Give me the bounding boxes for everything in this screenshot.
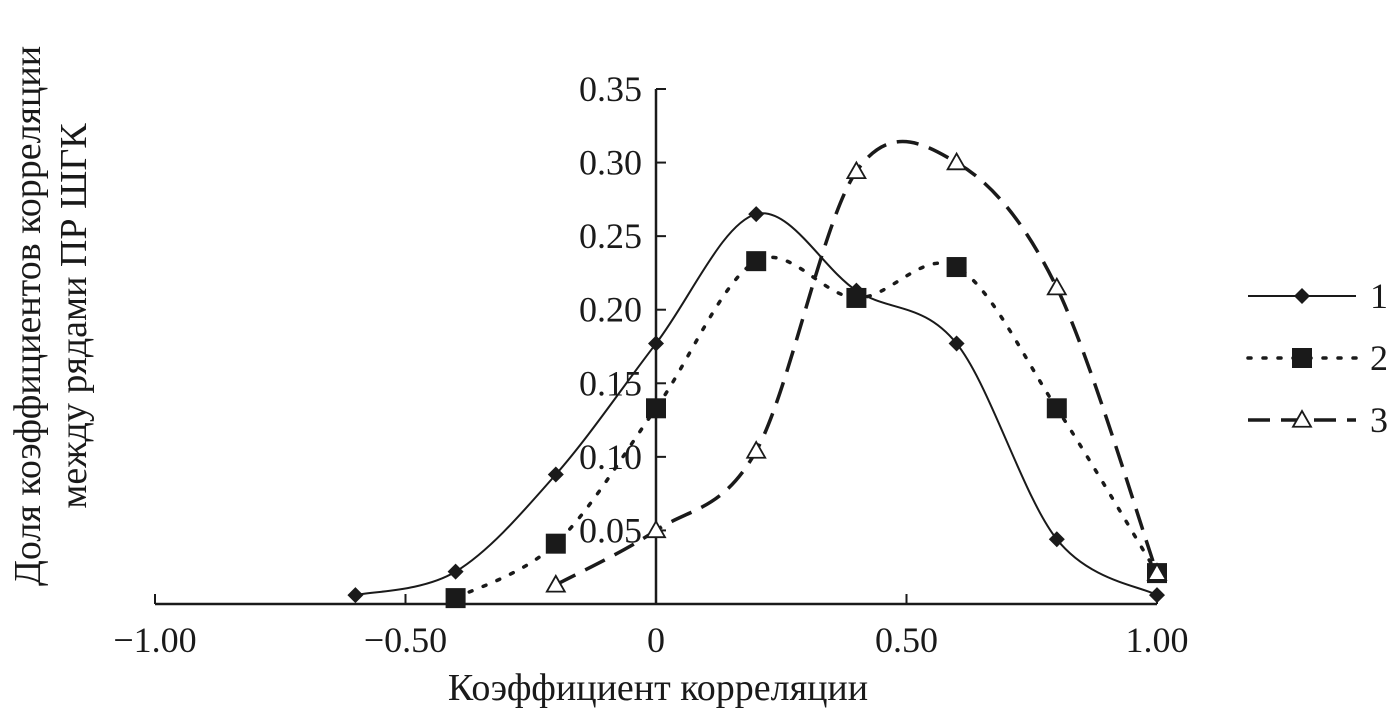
series-2-point xyxy=(445,588,466,609)
legend-marker-1 xyxy=(1294,288,1310,304)
legend-label-2: 2 xyxy=(1370,338,1388,378)
x-ticks: −1.00 −0.50 0 0.50 1.00 xyxy=(113,594,1189,660)
series-1-point xyxy=(648,335,664,352)
series-3-point xyxy=(1046,276,1068,296)
series-2-point xyxy=(545,533,566,554)
y-tick-label: 0.35 xyxy=(579,69,642,109)
x-tick-label: −0.50 xyxy=(364,620,447,660)
y-tick-label: 0.15 xyxy=(579,363,642,403)
series-markers xyxy=(347,151,1168,609)
y-tick-label: 0.25 xyxy=(579,216,642,256)
legend-marker-3 xyxy=(1291,409,1313,428)
series-2-line xyxy=(453,255,1159,600)
x-tick-label: 0.50 xyxy=(875,620,938,660)
y-ticks: 0.050.100.150.200.250.300.35 xyxy=(579,69,666,550)
y-tick-label: 0.20 xyxy=(579,290,642,330)
series-1-point xyxy=(748,206,765,223)
series-1-point xyxy=(1149,587,1165,604)
legend: 1 2 3 xyxy=(1246,276,1388,440)
series-2-point xyxy=(846,287,867,308)
series-1-point xyxy=(447,563,464,580)
x-tick-label: −1.00 xyxy=(113,620,196,660)
legend-label-1: 1 xyxy=(1370,276,1388,316)
series-2-point xyxy=(1046,398,1067,419)
series-3-point xyxy=(946,151,968,171)
series-3-point xyxy=(645,519,667,539)
series-2-point xyxy=(646,398,666,419)
x-axis-title: Коэффициент корреляции xyxy=(448,667,868,709)
series-3-point xyxy=(845,160,867,180)
series-3-point xyxy=(545,574,567,593)
series-1-point xyxy=(948,335,965,352)
series-2-point xyxy=(946,257,967,278)
series-1-point xyxy=(547,466,564,483)
y-axis-title-line-1: Доля коэффициентов корреляции xyxy=(7,46,49,586)
y-axis-title: Доля коэффициентов корреляции между ряда… xyxy=(7,46,95,586)
y-tick-label: 0.30 xyxy=(579,143,642,183)
x-tick-label: 1.00 xyxy=(1126,620,1189,660)
legend-label-3: 3 xyxy=(1370,400,1388,440)
series-1-point xyxy=(1048,531,1065,548)
axes: −1.00 −0.50 0 0.50 1.00 0.050.100.150.200.25… xyxy=(113,69,1188,660)
y-axis-title-line-2: между рядами ПР ШГК xyxy=(53,123,95,509)
x-tick-label: 0 xyxy=(647,620,665,660)
series-3-point xyxy=(745,440,767,459)
legend-marker-2 xyxy=(1292,348,1312,368)
series-1-point xyxy=(347,587,364,604)
series-2-point xyxy=(746,251,767,272)
series-3-line xyxy=(554,139,1159,587)
series-3-point xyxy=(1146,562,1168,581)
